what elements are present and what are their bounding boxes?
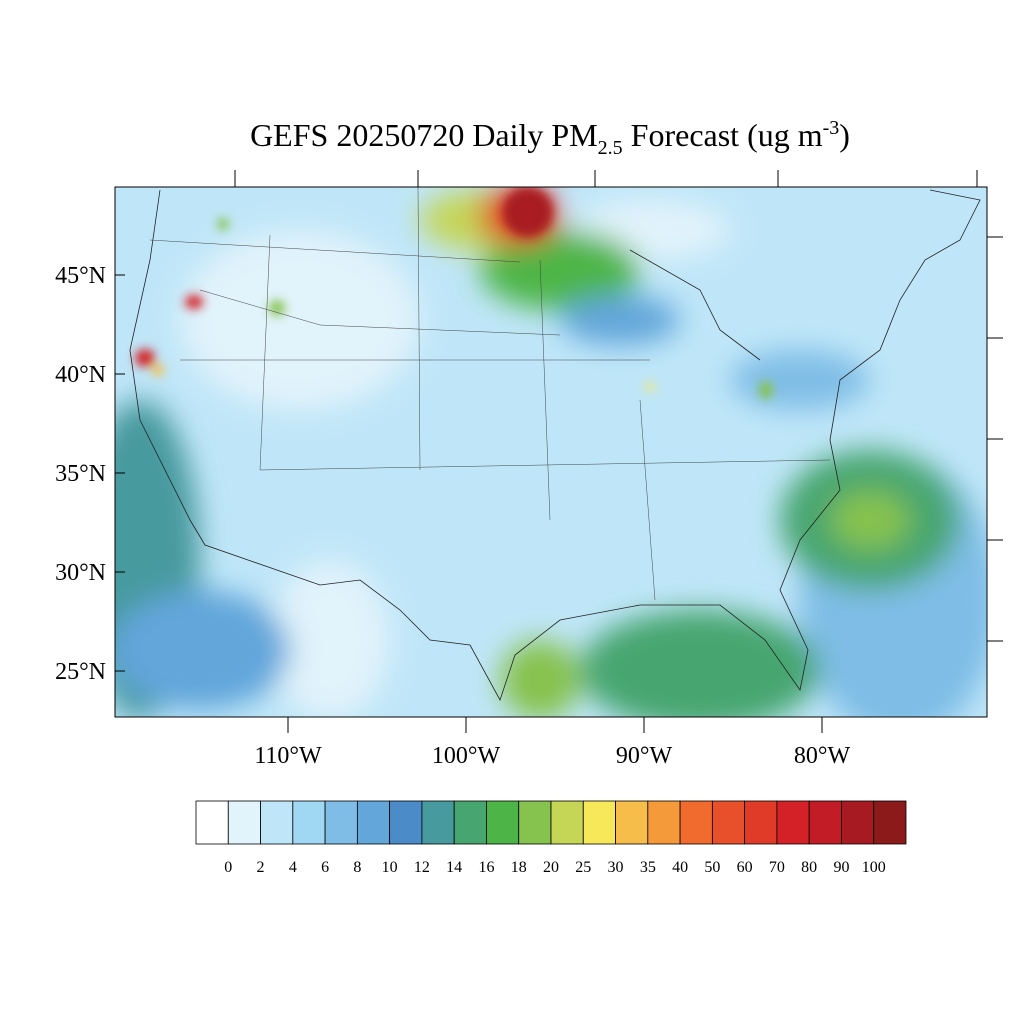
colorbar-label: 2 [257, 859, 265, 876]
colorbar-box [615, 800, 649, 845]
colorbar-box [711, 800, 746, 845]
lon-tick-label: 80°W [794, 743, 851, 769]
colorbar-box [647, 800, 681, 845]
colorbar-label: 16 [478, 859, 494, 876]
colorbar-label: 18 [511, 859, 527, 876]
colorbar-box [582, 800, 616, 845]
colorbar-box [453, 800, 487, 845]
colorbar-box [421, 800, 455, 845]
lat-tick-label: 45°N [55, 263, 106, 289]
colorbar-label: 70 [769, 859, 785, 876]
colorbar-label: 14 [446, 859, 462, 876]
colorbar-label: 50 [704, 859, 720, 876]
pm25-field [115, 187, 987, 717]
coastline [129, 189, 981, 701]
colorbar-label: 30 [608, 859, 624, 876]
colorbar-box [356, 800, 391, 845]
field-shading [115, 187, 987, 717]
colorbar-box [389, 800, 423, 845]
colorbar-label: 35 [640, 859, 656, 876]
colorbar-box [873, 800, 907, 845]
colorbar-box [776, 800, 810, 845]
colorbar-box [550, 800, 584, 845]
lat-tick-label: 40°N [55, 362, 106, 388]
colorbar-box [227, 800, 261, 845]
lat-tick-label: 35°N [55, 461, 106, 487]
title-end: ) [839, 117, 850, 153]
colorbar-box [679, 800, 713, 845]
title-subscript: 2.5 [598, 137, 623, 159]
colorbar-box [486, 800, 520, 845]
fire-plumes [135, 187, 773, 399]
colorbar-box [195, 800, 229, 845]
colorbar-label: 90 [833, 859, 849, 876]
colorbar-label: 20 [543, 859, 559, 876]
colorbar-label: 6 [321, 859, 329, 876]
title-rest: Forecast (ug m [623, 117, 823, 153]
map-frame [114, 186, 988, 718]
colorbar-box [292, 800, 326, 845]
colorbar-label: 40 [672, 859, 688, 876]
colorbar-box [744, 800, 778, 845]
state-borders [149, 187, 831, 601]
colorbar-label: 8 [353, 859, 361, 876]
colorbar-box [324, 800, 358, 845]
lat-tick-label: 30°N [55, 560, 106, 586]
map-title: GEFS 20250720 Daily PM2.5 Forecast (ug m… [250, 117, 850, 159]
colorbar: 0 2 4 6 8 10 12 14 16 18 20 25 30 35 40 50 60 70 80 90 100 [195, 800, 907, 876]
colorbar-label: 60 [737, 859, 753, 876]
colorbar-box [808, 800, 842, 845]
colorbar-label: 0 [224, 859, 232, 876]
title-superscript: -3 [823, 117, 840, 139]
colorbar-box [518, 800, 552, 845]
map-axes: 45°N 40°N 35°N 30°N 25°N 110°W 100°W 90°W 80°W [55, 170, 1003, 769]
colorbar-box [841, 800, 875, 845]
colorbar-label: 10 [382, 859, 398, 876]
lon-tick-label: 110°W [254, 743, 322, 769]
colorbar-label: 80 [801, 859, 817, 876]
lon-tick-label: 100°W [432, 743, 501, 769]
lat-tick-label: 25°N [55, 659, 106, 685]
colorbar-label: 4 [289, 859, 297, 876]
title-main: GEFS 20250720 Daily PM [250, 117, 598, 153]
colorbar-label: 12 [414, 859, 430, 876]
lon-tick-label: 90°W [616, 743, 673, 769]
colorbar-label: 100 [862, 859, 886, 876]
colorbar-label: 25 [575, 859, 591, 876]
colorbar-box [260, 800, 294, 845]
